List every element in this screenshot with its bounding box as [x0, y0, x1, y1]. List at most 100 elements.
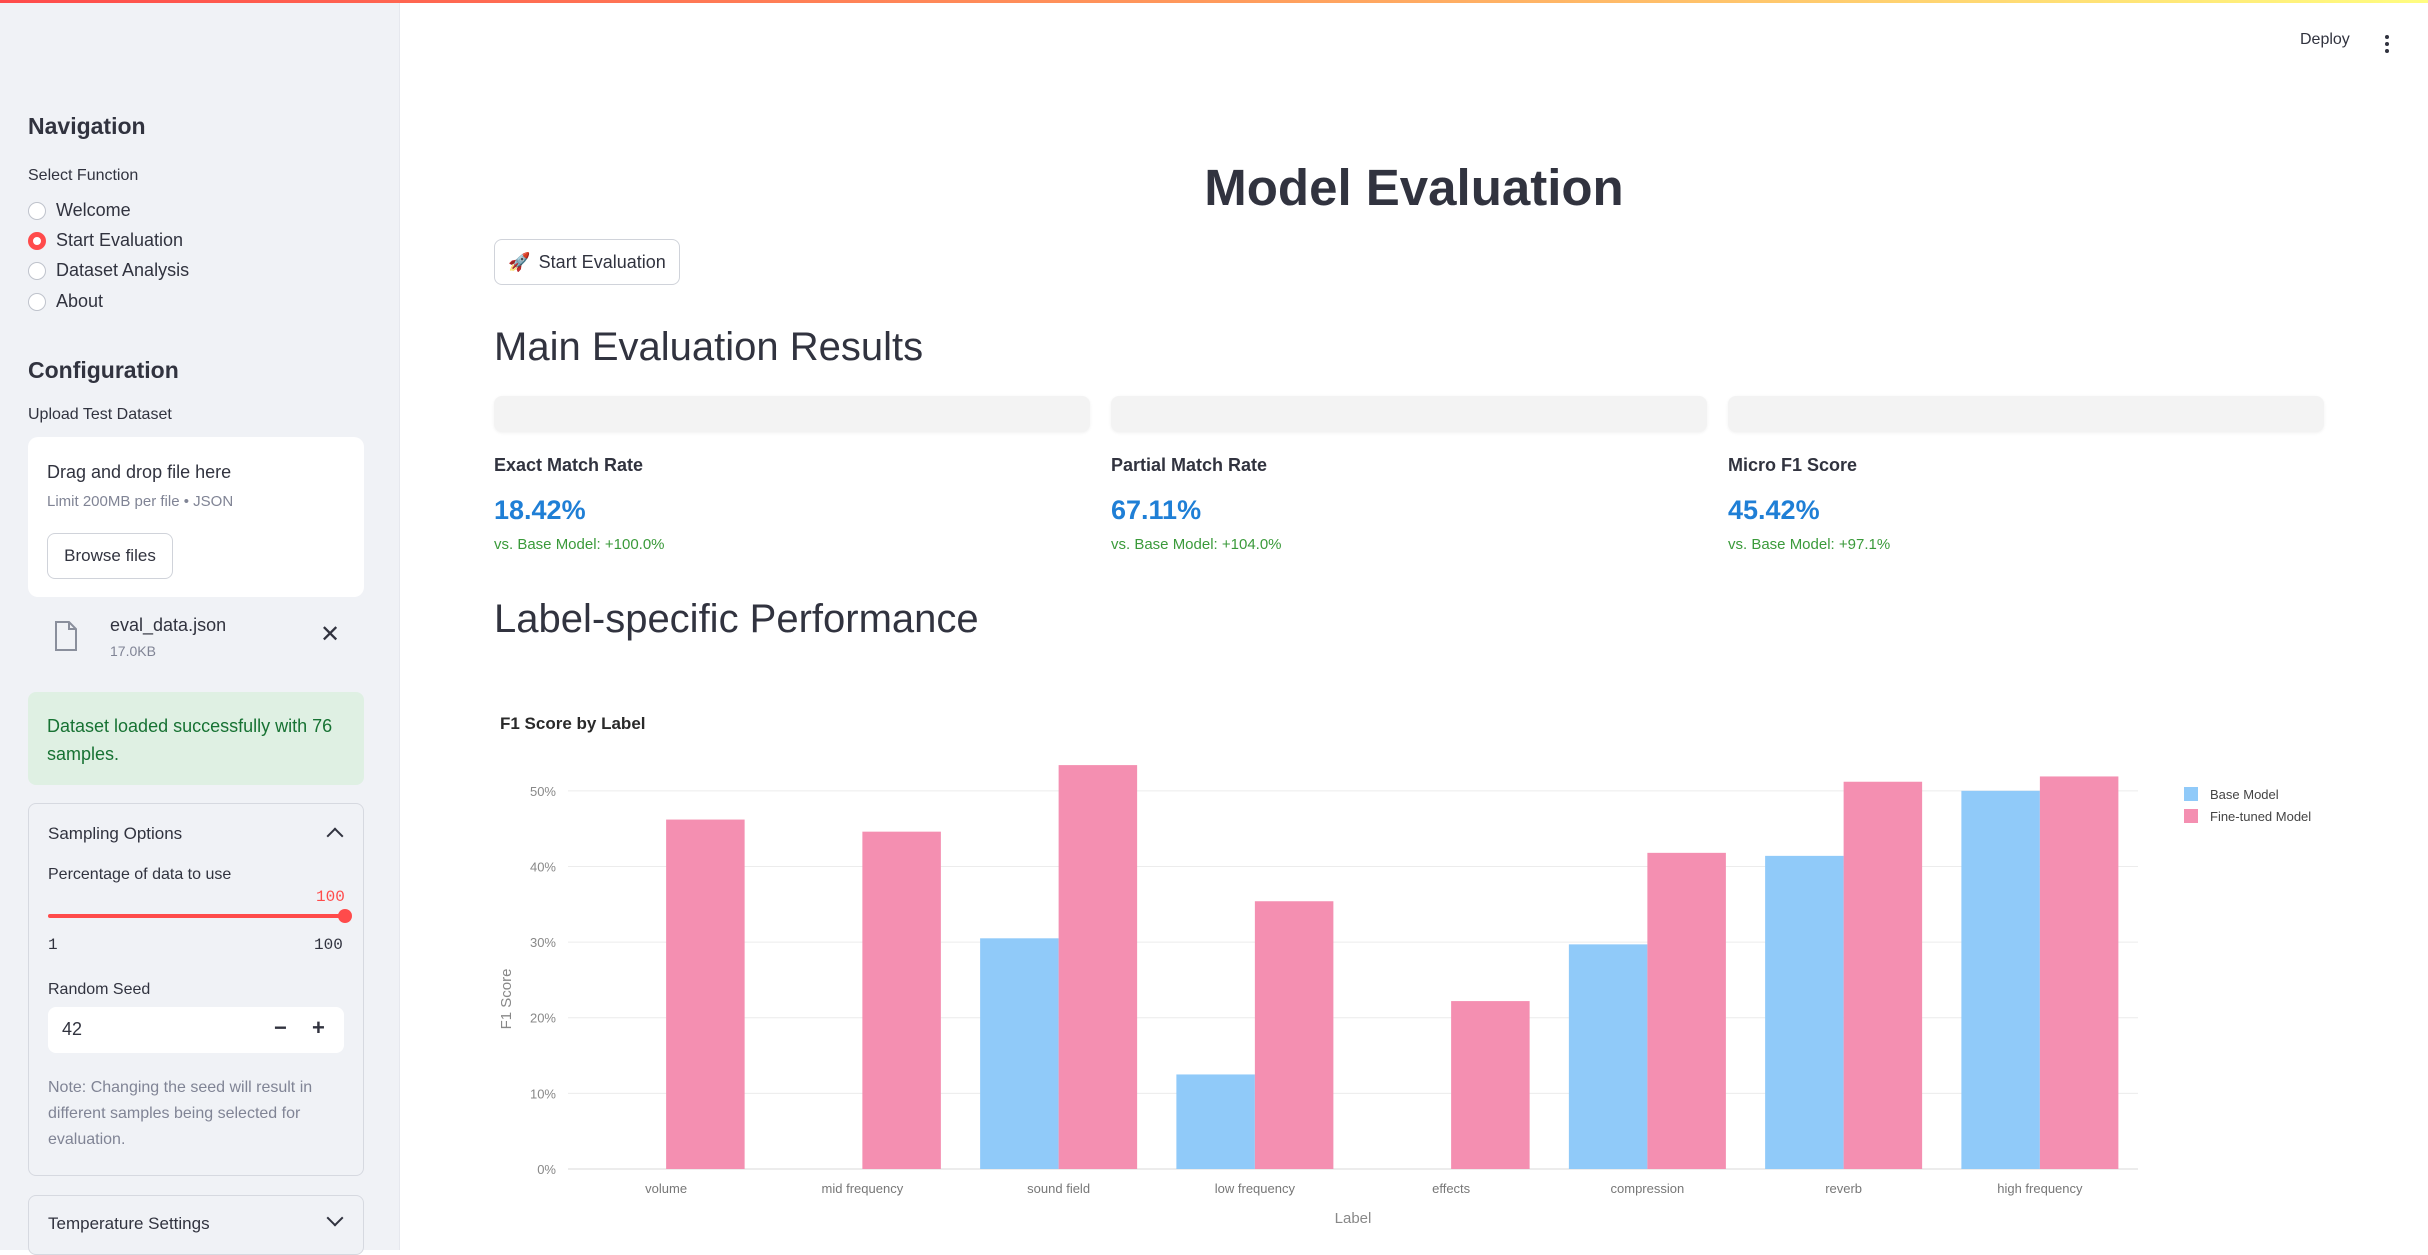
bar-finetuned-model	[2039, 776, 2119, 1169]
temperature-settings-header[interactable]: Temperature Settings	[48, 1214, 210, 1233]
start-evaluation-button[interactable]: 🚀 Start Evaluation	[494, 239, 680, 285]
bar-finetuned-model	[1058, 765, 1138, 1169]
sidebar: Navigation Select Function Welcome Start…	[0, 3, 400, 1255]
chevron-up-icon[interactable]	[326, 827, 344, 845]
radio-label: Dataset Analysis	[56, 260, 190, 280]
start-evaluation-label: Start Evaluation	[538, 251, 666, 272]
radio-welcome[interactable]: Welcome	[28, 200, 131, 221]
bar-base-model	[1961, 790, 2040, 1169]
metric-label: Partial Match Rate	[1111, 455, 1268, 475]
decrement-button[interactable]: −	[274, 1015, 287, 1040]
x-tick-label: high frequency	[1997, 1181, 2083, 1196]
success-alert: Dataset loaded successfully with 76 samp…	[28, 692, 364, 785]
close-icon[interactable]: ✕	[320, 621, 341, 648]
x-tick-label: effects	[1432, 1181, 1471, 1196]
legend-swatch	[2184, 809, 2198, 823]
metric-value: 18.42%	[494, 495, 586, 525]
sampling-options-header[interactable]: Sampling Options	[48, 824, 183, 843]
random-seed-label: Random Seed	[48, 981, 151, 998]
select-function-label: Select Function	[28, 167, 139, 184]
legend-label: Base Model	[2210, 787, 2279, 802]
y-tick-label: 0%	[537, 1162, 556, 1177]
chart-title: F1 Score by Label	[500, 714, 646, 733]
file-size: 17.0KB	[110, 643, 156, 659]
y-tick-label: 20%	[530, 1011, 556, 1026]
rocket-icon: 🚀	[508, 251, 531, 272]
x-tick-label: compression	[1611, 1181, 1685, 1196]
radio-start-evaluation[interactable]: Start Evaluation	[28, 230, 183, 251]
file-icon	[55, 621, 77, 651]
percentage-slider[interactable]	[48, 914, 344, 918]
more-options-icon[interactable]	[2385, 35, 2389, 56]
file-dropzone[interactable]: Drag and drop file here Limit 200MB per …	[28, 437, 364, 597]
slider-thumb[interactable]	[338, 909, 352, 923]
metric-bar	[494, 396, 1090, 432]
bar-finetuned-model	[1451, 1001, 1530, 1169]
radio-circle-icon	[28, 292, 46, 311]
radio-label: Start Evaluation	[56, 230, 184, 250]
top-decoration-bar	[0, 0, 2428, 3]
radio-about[interactable]: About	[28, 291, 103, 312]
slider-min: 1	[48, 936, 58, 954]
bar-base-model	[1765, 855, 1844, 1169]
page-title: Model Evaluation	[1204, 159, 1624, 216]
seed-note: Note: Changing the seed will result in d…	[48, 1079, 313, 1148]
y-tick-label: 10%	[530, 1086, 556, 1101]
increment-button[interactable]: +	[312, 1015, 325, 1040]
x-tick-label: low frequency	[1215, 1181, 1296, 1196]
uploaded-file: eval_data.json 17.0KB ✕	[28, 609, 364, 669]
percentage-label: Percentage of data to use	[48, 866, 232, 883]
sampling-options-expander: Sampling Options Percentage of data to u…	[28, 803, 364, 1176]
x-tick-label: reverb	[1825, 1181, 1862, 1196]
seed-value: 42	[62, 1019, 83, 1039]
bar-finetuned-model	[1254, 901, 1334, 1169]
f1-score-bar-chart: F1 Score by Label 0% 10% 20% 30% 40% 50% volume…	[498, 714, 2311, 1227]
radio-selected-icon	[28, 231, 46, 250]
radio-label: Welcome	[56, 200, 131, 220]
dropzone-title: Drag and drop file here	[47, 462, 232, 482]
deploy-button[interactable]: Deploy	[2300, 31, 2350, 48]
radio-dataset-analysis[interactable]: Dataset Analysis	[28, 260, 189, 281]
bar-base-model	[980, 938, 1059, 1169]
legend-swatch	[2184, 787, 2198, 801]
main-content: Deploy Model Evaluation 🚀 Start Evaluati…	[400, 3, 2428, 1250]
metric-delta: vs. Base Model: +97.1%	[1728, 536, 1891, 553]
browse-files-button[interactable]: Browse files	[47, 533, 173, 579]
x-tick-label: sound field	[1027, 1181, 1090, 1196]
x-tick-label: volume	[645, 1181, 687, 1196]
bar-finetuned-model	[1647, 852, 1726, 1169]
random-seed-input[interactable]: 42 − +	[48, 1007, 344, 1053]
upload-label: Upload Test Dataset	[28, 406, 172, 423]
metric-bar	[1728, 396, 2324, 432]
bar-base-model	[1176, 1074, 1255, 1169]
slider-max: 100	[314, 936, 343, 954]
y-axis-label: F1 Score	[498, 969, 515, 1030]
metric-delta: vs. Base Model: +104.0%	[1111, 536, 1282, 553]
metric-label: Micro F1 Score	[1728, 455, 1858, 475]
results-heading: Main Evaluation Results	[494, 325, 924, 369]
bar-finetuned-model	[666, 819, 745, 1169]
y-tick-label: 40%	[530, 859, 556, 874]
radio-label: About	[56, 291, 104, 311]
configuration-heading: Configuration	[28, 357, 179, 383]
chevron-down-icon[interactable]	[326, 1209, 344, 1227]
bar-finetuned-model	[862, 831, 941, 1169]
metric-delta: vs. Base Model: +100.0%	[494, 536, 665, 553]
dropzone-limit: Limit 200MB per file • JSON	[47, 493, 234, 510]
file-name: eval_data.json	[110, 615, 227, 635]
metric-bar	[1111, 396, 1707, 432]
y-tick-label: 30%	[530, 935, 556, 950]
slider-value: 100	[316, 888, 345, 906]
y-tick-label: 50%	[530, 784, 556, 799]
x-tick-label: mid frequency	[822, 1181, 904, 1196]
bar-finetuned-model	[1843, 781, 1923, 1169]
metric-label: Exact Match Rate	[494, 455, 644, 475]
legend-label: Fine-tuned Model	[2210, 809, 2311, 824]
temperature-settings-expander[interactable]: Temperature Settings	[28, 1195, 364, 1255]
radio-circle-icon	[28, 261, 46, 280]
metric-value: 45.42%	[1728, 495, 1820, 525]
x-axis-label: Label	[1335, 1210, 1372, 1227]
radio-circle-icon	[28, 201, 46, 220]
label-performance-heading: Label-specific Performance	[494, 597, 979, 641]
metric-value: 67.11%	[1111, 495, 1202, 525]
